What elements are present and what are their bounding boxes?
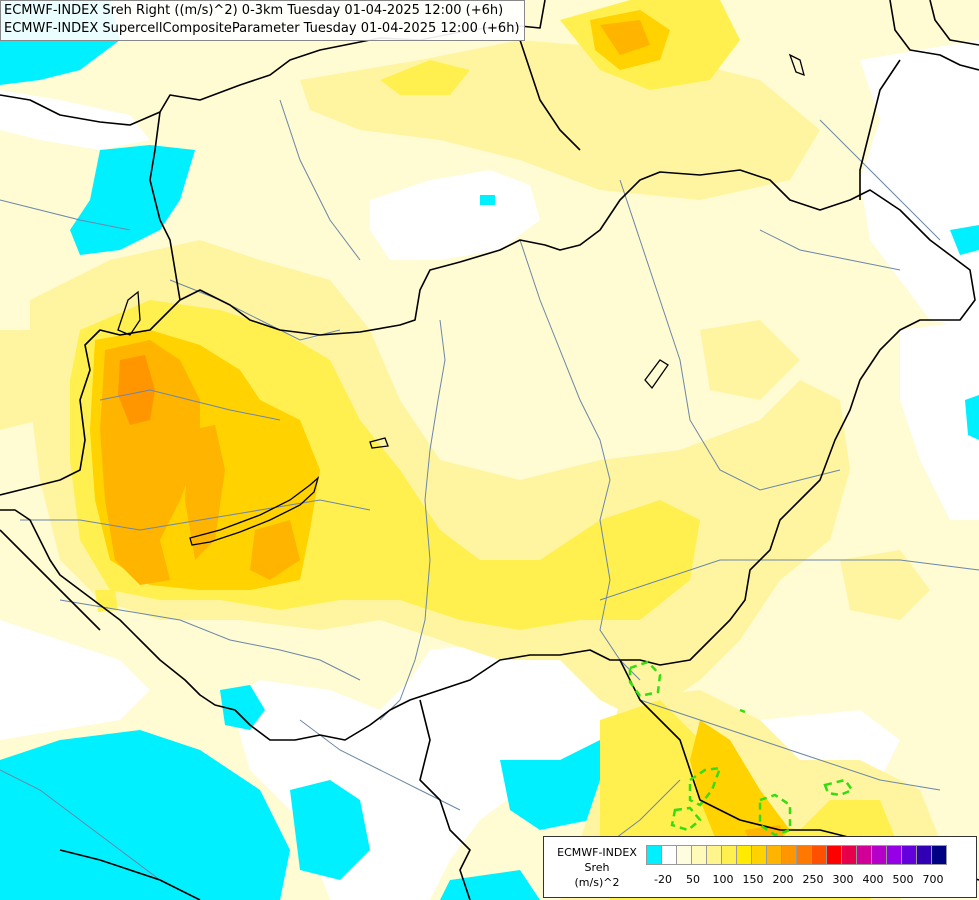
legend-tick-label: 150 bbox=[742, 873, 764, 886]
legend-swatch bbox=[916, 845, 932, 865]
legend-swatch bbox=[811, 845, 827, 865]
legend-swatch bbox=[676, 845, 692, 865]
legend-swatch bbox=[691, 845, 707, 865]
legend-title: ECMWF-INDEX Sreh (m/s)^2 bbox=[550, 845, 644, 890]
legend-title-param: Sreh bbox=[584, 861, 610, 874]
legend-swatch bbox=[766, 845, 782, 865]
legend-swatch bbox=[826, 845, 842, 865]
legend-ticks: -20 50 100 150 200 250 300 400 500 700 bbox=[646, 873, 976, 889]
legend-swatches bbox=[646, 845, 947, 865]
legend-tick-label: 300 bbox=[832, 873, 854, 886]
legend-swatch bbox=[886, 845, 902, 865]
legend-swatch bbox=[856, 845, 872, 865]
legend-swatch bbox=[796, 845, 812, 865]
dark-orange-zones bbox=[118, 355, 155, 425]
legend-tick-label: 500 bbox=[892, 873, 914, 886]
lakes bbox=[117, 53, 805, 546]
legend-swatch bbox=[781, 845, 797, 865]
legend-swatch bbox=[661, 845, 677, 865]
legend-title-source: ECMWF-INDEX bbox=[557, 846, 637, 859]
legend-swatch bbox=[871, 845, 887, 865]
legend-swatch bbox=[706, 845, 722, 865]
legend-tick-label: 100 bbox=[712, 873, 734, 886]
supercell-contours bbox=[628, 660, 854, 862]
legend-title-unit: (m/s)^2 bbox=[574, 876, 620, 889]
legend-tick-label: 700 bbox=[922, 873, 944, 886]
legend-swatch bbox=[721, 845, 737, 865]
legend-tick-label: 250 bbox=[802, 873, 824, 886]
legend-tick-label: 400 bbox=[862, 873, 884, 886]
legend-tick-label: 200 bbox=[772, 873, 794, 886]
rivers bbox=[0, 99, 979, 881]
legend-swatch bbox=[841, 845, 857, 865]
color-legend: ECMWF-INDEX Sreh (m/s)^2 -20 50 100 150 200 2… bbox=[543, 836, 977, 898]
legend-tick-label: -20 bbox=[654, 873, 672, 886]
legend-tick-label: 50 bbox=[686, 873, 700, 886]
legend-swatch bbox=[751, 845, 767, 865]
legend-swatch bbox=[931, 845, 947, 865]
legend-swatch bbox=[736, 845, 752, 865]
legend-swatch bbox=[901, 845, 917, 865]
title-line-sreh: ECMWF-INDEX Sreh Right ((m/s)^2) 0-3km T… bbox=[4, 3, 504, 18]
title-line-scp: ECMWF-INDEX SupercellCompositeParameter … bbox=[4, 21, 520, 36]
legend-swatch bbox=[646, 845, 662, 865]
map-title: ECMWF-INDEX Sreh Right ((m/s)^2) 0-3km T… bbox=[0, 0, 525, 41]
